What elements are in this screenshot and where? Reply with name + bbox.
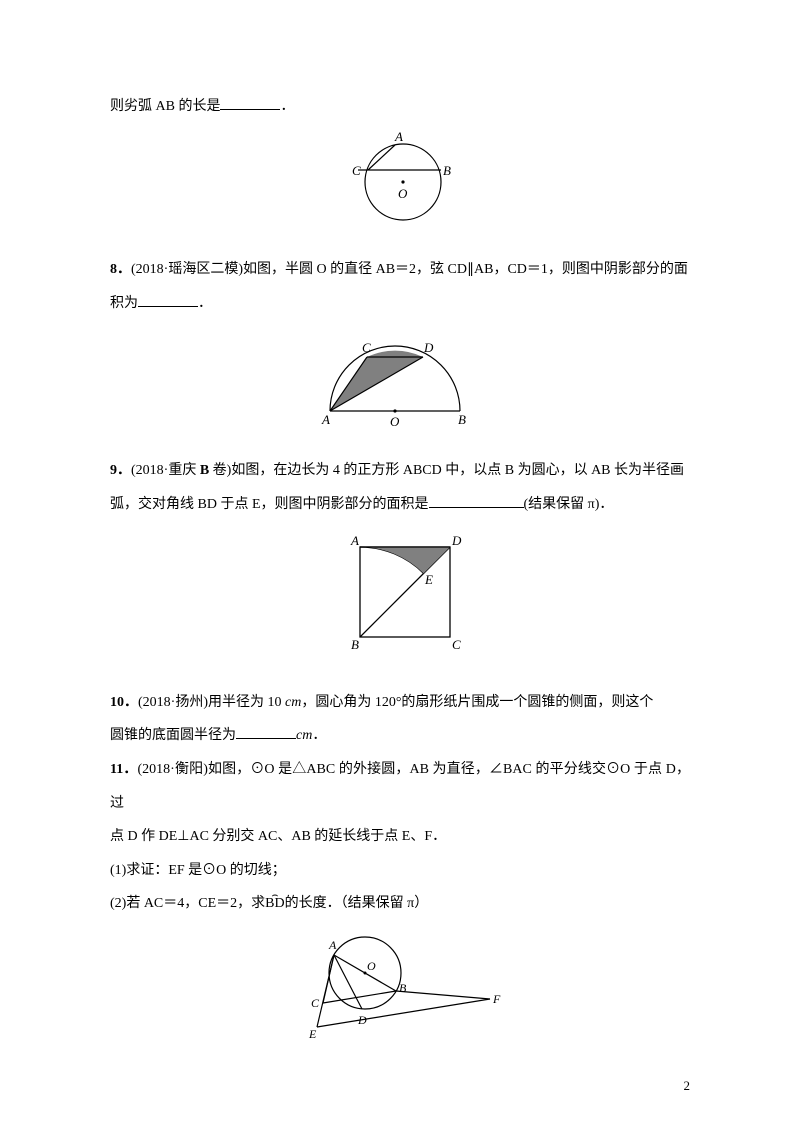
q8-period: ． [198,296,212,311]
q11-part2a: (2)若 AC＝4，CE＝2，求 [110,896,265,911]
q10-cont: ，圆心角为 120°的扇形纸片围成一个圆锥的侧面，则这个 [301,695,653,710]
q10-unit1: cm [285,695,301,710]
q10-num: 10． [110,695,138,710]
q11-arc: ⌢BD [265,896,284,911]
q10-period: ． [312,728,326,743]
svg-text:E: E [424,572,433,587]
svg-text:D: D [357,1013,367,1027]
q7-period: ． [280,99,294,114]
svg-text:B: B [458,412,466,427]
q9-num: 9． [110,463,131,478]
q11-num: 11． [110,762,138,777]
svg-text:C: C [352,163,361,178]
q10-unit2: cm [296,728,312,743]
q10-line2: 圆锥的底面圆半径为 [110,728,236,743]
q7-figure: A C B O [110,130,690,244]
q8-num: 8． [110,262,131,277]
q10-blank [236,724,296,739]
svg-text:A: A [321,412,330,427]
q11-figure: A O B C E D F [110,927,690,1059]
q8-source: (2018·瑶海区二模)如图，半圆 O 的直径 AB＝2，弦 CD∥AB，CD＝… [131,262,688,277]
q7-text: 则劣弧 AB 的长是 [110,99,220,114]
q7-blank [220,95,280,110]
q9-figure: A D B C E [110,527,690,676]
q9-blank [429,492,524,507]
q10-src: (2018·扬州)用半径为 10 [138,695,285,710]
svg-text:B: B [443,163,451,178]
svg-text:D: D [451,533,462,548]
svg-text:C: C [362,340,371,355]
q8-blank [138,291,198,306]
svg-text:D: D [423,340,434,355]
svg-text:O: O [367,959,376,973]
q9-cont: 卷)如图，在边长为 4 的正方形 ABCD 中，以点 B 为圆心，以 AB 长为… [213,463,684,478]
q11-part1: (1)求证：EF 是⊙O 的切线； [110,863,286,878]
svg-text:O: O [398,186,408,201]
q8-figure: C D A O B [110,326,690,444]
svg-text:A: A [394,130,403,144]
svg-text:E: E [308,1027,317,1041]
svg-text:B: B [351,637,359,652]
q11-part2b: 的长度．（结果保留 π） [285,896,429,911]
q9-src: (2018·重庆 [131,463,196,478]
svg-text:A: A [328,938,337,952]
svg-text:F: F [492,992,501,1006]
q9-line2: 弧，交对角线 BD 于点 E，则图中阴影部分的面积是 [110,497,429,512]
svg-text:O: O [390,414,400,429]
q11-line2: 点 D 作 DE⊥AC 分别交 AC、AB 的延长线于点 E、F． [110,829,446,844]
page-number: 2 [684,1070,691,1101]
svg-text:B: B [399,981,407,995]
q9-hint: (结果保留 π)． [524,497,614,512]
svg-text:A: A [350,533,359,548]
q8-line2: 积为 [110,296,138,311]
q9-bold: B [200,463,209,478]
svg-text:C: C [311,996,320,1010]
q11-src: (2018·衡阳)如图，⊙O 是△ABC 的外接圆，AB 为直径，∠BAC 的平… [110,762,690,811]
svg-text:C: C [452,637,461,652]
